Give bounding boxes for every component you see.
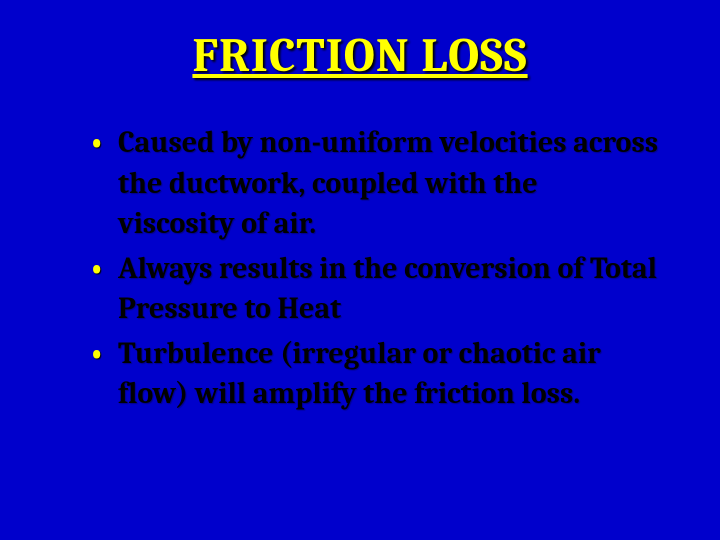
list-item: • Caused by non-uniform velocities acros…: [90, 123, 660, 245]
bullet-text: Turbulence (irregular or chaotic air flo…: [118, 336, 601, 412]
slide-title: FRICTION LOSS: [60, 28, 660, 83]
bullet-icon: •: [90, 249, 103, 290]
list-item: • Always results in the conversion of To…: [90, 249, 660, 330]
bullet-text: Always results in the conversion of Tota…: [118, 251, 657, 327]
list-item: • Turbulence (irregular or chaotic air f…: [90, 334, 660, 415]
bullet-text: Caused by non-uniform velocities across …: [118, 125, 658, 241]
bullet-list: • Caused by non-uniform velocities acros…: [60, 123, 660, 415]
bullet-icon: •: [90, 334, 103, 375]
bullet-icon: •: [90, 123, 103, 164]
